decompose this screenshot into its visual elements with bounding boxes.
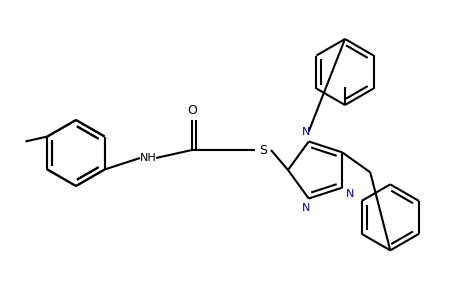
Text: NH: NH bbox=[140, 153, 157, 163]
Text: N: N bbox=[301, 203, 310, 213]
Text: O: O bbox=[187, 104, 197, 117]
Text: N: N bbox=[301, 127, 310, 137]
Text: N: N bbox=[346, 188, 355, 199]
Text: S: S bbox=[259, 144, 267, 157]
